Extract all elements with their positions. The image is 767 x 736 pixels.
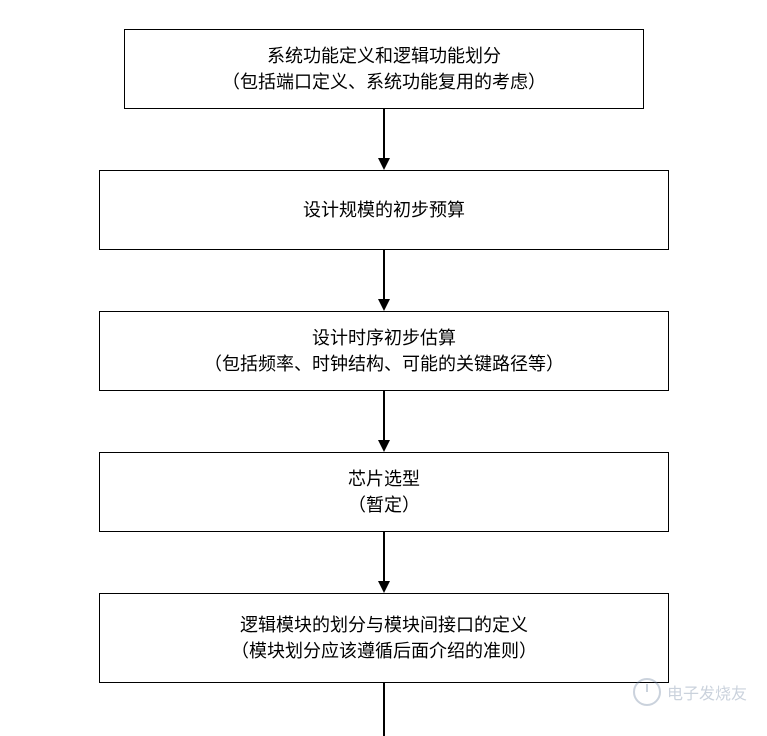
arrow-down-icon	[378, 158, 390, 170]
flow-node-n5-line-1: （模块划分应该遵循后面介绍的准则）	[231, 638, 537, 664]
watermark-text: 电子发烧友	[667, 680, 747, 704]
flow-node-n5: 逻辑模块的划分与模块间接口的定义（模块划分应该遵循后面介绍的准则）	[99, 593, 669, 683]
flow-node-n3: 设计时序初步估算（包括频率、时钟结构、可能的关键路径等）	[99, 311, 669, 391]
flow-node-n1-line-1: （包括端口定义、系统功能复用的考虑）	[222, 69, 546, 95]
flow-edge-line	[383, 532, 385, 581]
flow-node-n2: 设计规模的初步预算	[99, 170, 669, 250]
flow-node-n3-line-1: （包括频率、时钟结构、可能的关键路径等）	[204, 351, 564, 377]
flow-edge-line	[383, 391, 385, 440]
flow-edge-line	[383, 683, 385, 736]
arrow-down-icon	[378, 299, 390, 311]
arrow-down-icon	[378, 581, 390, 593]
watermark: 电子发烧友	[633, 678, 747, 706]
flowchart-container: 系统功能定义和逻辑功能划分（包括端口定义、系统功能复用的考虑） 设计规模的初步预算…	[0, 0, 767, 736]
flow-edge-line	[383, 250, 385, 299]
flow-node-n4-line-1: （暂定）	[348, 492, 420, 518]
flow-node-n4-line-0: 芯片选型	[348, 466, 420, 492]
flow-node-n4: 芯片选型（暂定）	[99, 452, 669, 532]
flow-node-n3-line-0: 设计时序初步估算	[312, 325, 456, 351]
watermark-icon	[633, 678, 661, 706]
flow-edge-line	[383, 109, 385, 158]
flow-node-n1: 系统功能定义和逻辑功能划分（包括端口定义、系统功能复用的考虑）	[124, 29, 644, 109]
arrow-down-icon	[378, 440, 390, 452]
flow-node-n5-line-0: 逻辑模块的划分与模块间接口的定义	[240, 612, 528, 638]
flow-node-n1-line-0: 系统功能定义和逻辑功能划分	[267, 43, 501, 69]
flow-node-n2-line-0: 设计规模的初步预算	[303, 197, 465, 223]
